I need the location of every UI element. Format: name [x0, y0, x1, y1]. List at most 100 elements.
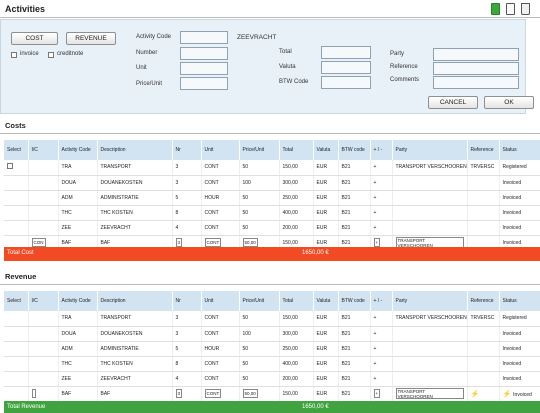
table-cell: 100 [239, 175, 280, 191]
table-cell: ⚡ [467, 386, 500, 402]
table-cell [28, 190, 59, 206]
activity-code-label: Activity Code [136, 34, 172, 40]
table-cell [467, 220, 500, 236]
total-revenue-label: Total Revenue [7, 404, 46, 410]
trash-icon[interactable] [521, 3, 530, 15]
table-cell: + [370, 220, 393, 236]
table-cell: ADMINISTRATIE [97, 341, 173, 357]
column-header: Total [279, 291, 314, 311]
table-cell: + [370, 175, 393, 191]
column-header: + / - [370, 291, 393, 311]
column-header: Status [499, 291, 540, 311]
btw-code-input[interactable] [321, 76, 371, 89]
party-label: Party [390, 51, 405, 57]
table-cell: 5 [172, 341, 202, 357]
nr-input[interactable]: 3 [175, 389, 183, 398]
table-cell: 3 [172, 175, 202, 191]
ok-button[interactable]: OK [484, 96, 534, 109]
valuta-input[interactable] [321, 61, 371, 74]
unit-select[interactable]: CONT [204, 389, 222, 398]
table-cell [28, 386, 59, 402]
activity-form: COST REVENUE invoice creditnote Activity… [0, 19, 534, 114]
nr-input[interactable]: 3 [175, 238, 183, 247]
table-cell: CONT [201, 311, 240, 327]
revenue-button[interactable]: REVENUE [66, 32, 116, 45]
table-cell: CON [28, 235, 59, 251]
column-header: I/C [28, 291, 59, 311]
table-cell: TRANSPORT VERSCHOOREN [392, 386, 468, 402]
table-row: DOUA DOUANEKOSTEN 3 CONT 100 300,00 EUR B21 + Inv… [4, 326, 540, 342]
party-select[interactable]: TRANSPORT VERSCHOOREN [395, 388, 464, 399]
table-cell: Invoiced [499, 326, 540, 342]
total-input[interactable] [321, 46, 371, 59]
lightning-icon[interactable]: ⚡ [502, 390, 514, 398]
activity-code-input[interactable] [180, 31, 228, 44]
table-cell: ADM [58, 190, 98, 206]
table-cell: ZEE [58, 371, 98, 387]
table-cell [4, 356, 29, 372]
btw-code-label: BTW Code [279, 79, 309, 85]
sign-select[interactable]: + [373, 238, 381, 247]
table-cell: EUR [313, 341, 339, 357]
table-cell: TRA [58, 160, 98, 176]
price-input[interactable]: 50,00 [242, 389, 258, 398]
table-cell: ADMINISTRATIE [97, 190, 173, 206]
number-input[interactable] [180, 47, 228, 60]
table-cell: 8 [172, 356, 202, 372]
ic-select[interactable] [31, 389, 36, 398]
table-cell [392, 190, 468, 206]
table-cell [28, 205, 59, 221]
cost-button[interactable]: COST [11, 32, 58, 45]
table-cell: + [370, 160, 393, 176]
column-header: BTW code [338, 140, 371, 160]
price-input[interactable]: 50,00 [242, 238, 258, 247]
lightning-icon[interactable]: ⚡ [470, 390, 480, 398]
copy-icon[interactable] [506, 3, 515, 15]
party-input[interactable] [433, 48, 519, 61]
table-cell: 50 [239, 356, 280, 372]
cancel-button[interactable]: CANCEL [428, 96, 478, 109]
table-cell: CONT [201, 175, 240, 191]
invoice-checkbox[interactable] [11, 52, 17, 58]
table-cell [4, 386, 29, 402]
price-unit-input[interactable] [180, 77, 228, 90]
table-cell: THC KOSTEN [97, 205, 173, 221]
column-header: Price/Unit [239, 140, 280, 160]
table-cell: 4 [172, 220, 202, 236]
row-select-checkbox[interactable] [7, 163, 13, 170]
table-cell: ZEEVRACHT [97, 220, 173, 236]
table-cell [467, 190, 500, 206]
column-header: Description [97, 291, 173, 311]
table-cell: TRANSPORT [97, 160, 173, 176]
table-cell: EUR [313, 190, 339, 206]
table-cell: 8 [172, 205, 202, 221]
table-cell: TRVERSC [467, 311, 500, 327]
table-cell: Invoiced [499, 205, 540, 221]
creditnote-checkbox[interactable] [48, 52, 54, 58]
save-icon[interactable] [491, 3, 500, 15]
reference-input[interactable] [433, 62, 519, 75]
table-cell: B21 [338, 356, 371, 372]
table-cell: 150,00 [279, 160, 314, 176]
unit-select[interactable]: CONT [204, 238, 222, 247]
table-cell [467, 371, 500, 387]
table-cell: CONT [201, 356, 240, 372]
table-cell [392, 341, 468, 357]
table-cell: Registered [499, 160, 540, 176]
table-cell: Registered [499, 311, 540, 327]
table-cell: DOUANEKOSTEN [97, 326, 173, 342]
table-cell [28, 356, 59, 372]
table-cell: 5 [172, 190, 202, 206]
table-cell: DOUANEKOSTEN [97, 175, 173, 191]
costs-title: Costs [5, 121, 26, 130]
ic-select[interactable]: CON [31, 238, 46, 247]
total-label: Total [279, 49, 292, 55]
table-cell: HOUR [201, 190, 240, 206]
table-cell: 200,00 [279, 371, 314, 387]
comments-input[interactable] [433, 76, 519, 89]
table-cell: 50 [239, 341, 280, 357]
unit-input[interactable] [180, 62, 228, 75]
sign-select[interactable]: + [373, 389, 381, 398]
table-cell: EUR [313, 160, 339, 176]
column-header: Select [4, 291, 29, 311]
